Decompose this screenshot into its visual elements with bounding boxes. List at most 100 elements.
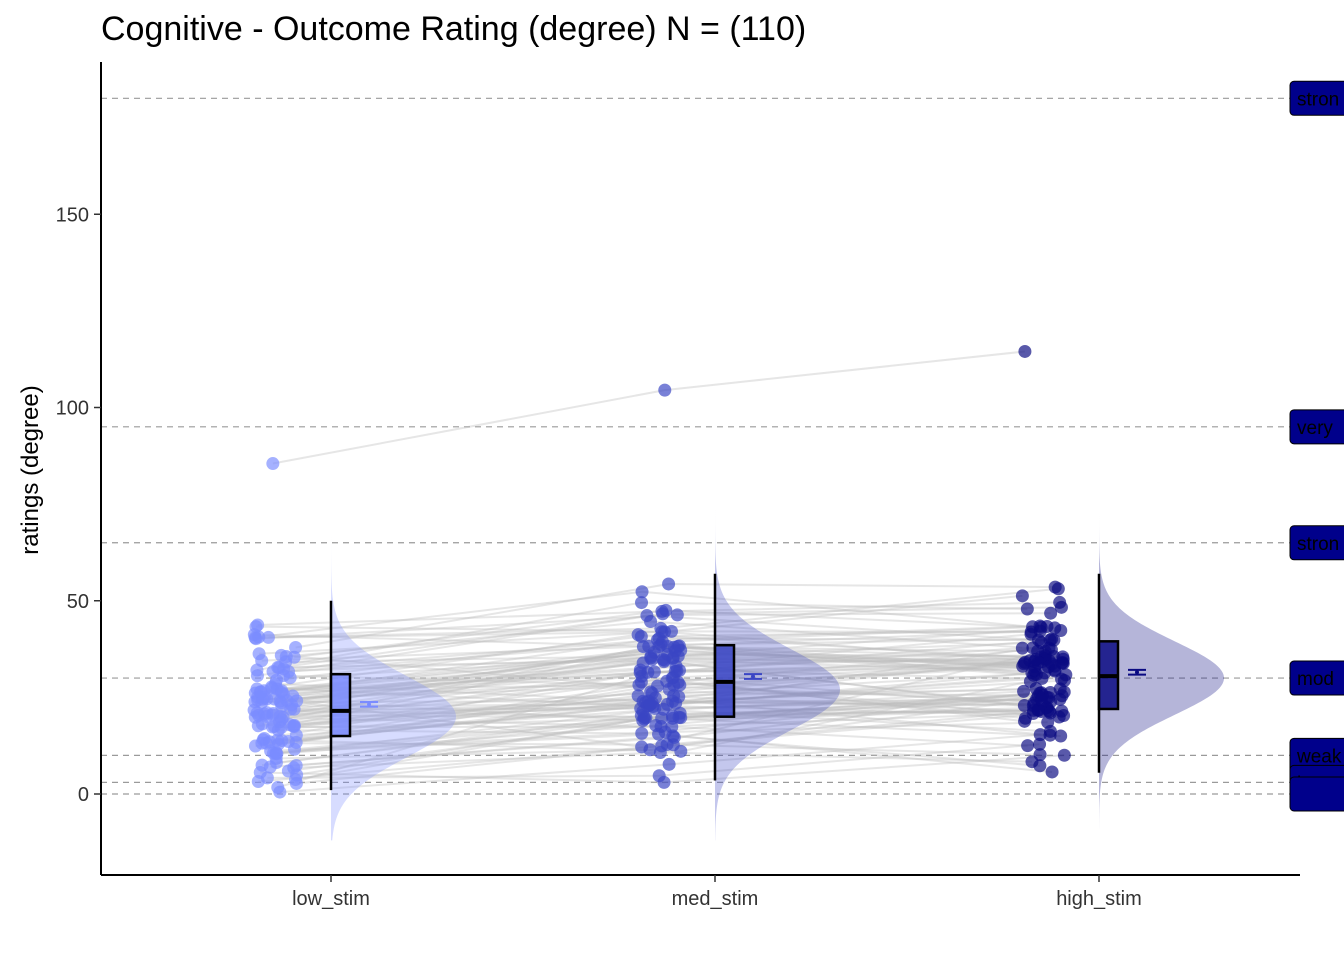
- y-tick-label: 0: [78, 784, 89, 806]
- data-point-high_stim: [1015, 589, 1029, 603]
- data-point-low_stim: [271, 660, 285, 674]
- data-point-low_stim: [275, 733, 289, 747]
- data-point-med_stim: [635, 585, 649, 599]
- reference-label: stron: [1297, 534, 1339, 555]
- density-med_stim: [715, 334, 840, 841]
- density-high_stim: [1099, 299, 1224, 829]
- reference-label: stron: [1297, 89, 1339, 110]
- data-point-med_stim: [635, 726, 649, 740]
- data-point-med_stim: [660, 674, 674, 688]
- data-point-low_stim: [269, 745, 283, 759]
- data-point-high_stim: [1042, 641, 1056, 655]
- mean-point: [751, 674, 755, 679]
- reference-label-box: [1289, 660, 1344, 696]
- density-low_stim: [331, 419, 456, 841]
- data-point-high_stim: [1043, 654, 1057, 668]
- y-tick-label: 150: [56, 204, 89, 226]
- data-point-med_stim: [662, 577, 676, 591]
- data-point-high_stim: [1033, 728, 1047, 742]
- data-point-med_stim: [637, 710, 651, 724]
- data-point-low_stim: [266, 457, 280, 471]
- reference-label-box: [1289, 80, 1344, 116]
- data-point-high_stim: [1048, 621, 1062, 635]
- data-point-high_stim: [1038, 666, 1052, 680]
- data-point-high_stim: [1056, 650, 1070, 664]
- density-clouds: [331, 299, 1224, 841]
- data-point-low_stim: [257, 731, 271, 745]
- data-point-med_stim: [653, 746, 667, 760]
- data-point-high_stim: [1017, 657, 1031, 671]
- box-body: [329, 672, 352, 738]
- axes: 0 50 100 150 low_stim med_stim high_stim: [56, 62, 1300, 910]
- data-point-med_stim: [645, 686, 659, 700]
- data-point-med_stim: [674, 744, 688, 758]
- data-point-med_stim: [652, 727, 666, 741]
- data-point-med_stim: [635, 596, 649, 610]
- data-point-high_stim: [1018, 344, 1032, 358]
- mean-point: [1135, 670, 1139, 675]
- reference-label-box: [1289, 776, 1344, 812]
- data-point-high_stim: [1033, 759, 1047, 773]
- data-point-high_stim: [1054, 729, 1068, 743]
- data-point-low_stim: [260, 771, 274, 785]
- data-point-low_stim: [261, 630, 275, 644]
- data-point-med_stim: [670, 664, 684, 678]
- data-point-high_stim: [1045, 765, 1059, 779]
- data-point-med_stim: [644, 614, 658, 628]
- data-point-high_stim: [1044, 606, 1058, 620]
- reference-label: very: [1297, 418, 1333, 439]
- data-point-med_stim: [656, 702, 670, 716]
- data-point-low_stim: [248, 739, 262, 753]
- data-point-high_stim: [1027, 703, 1041, 717]
- data-point-high_stim: [1027, 668, 1041, 682]
- data-point-med_stim: [652, 769, 666, 783]
- y-axis-title: ratings (degree): [17, 385, 44, 554]
- reference-label-box: [1289, 525, 1344, 561]
- data-point-med_stim: [674, 643, 688, 657]
- data-point-low_stim: [275, 684, 289, 698]
- data-point-low_stim: [247, 628, 261, 642]
- data-point-med_stim: [665, 709, 679, 723]
- subject-line: [272, 350, 1026, 465]
- data-point-med_stim: [642, 639, 656, 653]
- data-point-med_stim: [667, 689, 681, 703]
- data-point-high_stim: [1043, 724, 1057, 738]
- data-point-high_stim: [1033, 624, 1047, 638]
- x-tick-label: high_stim: [1056, 888, 1142, 910]
- data-point-high_stim: [1018, 711, 1032, 725]
- data-point-high_stim: [1015, 641, 1029, 655]
- data-point-high_stim: [1057, 674, 1071, 688]
- data-point-low_stim: [287, 702, 301, 716]
- data-point-med_stim: [631, 689, 645, 703]
- data-point-low_stim: [288, 742, 302, 756]
- data-point-low_stim: [258, 707, 272, 721]
- mean-point: [367, 702, 371, 707]
- x-tick-label: low_stim: [292, 888, 370, 910]
- data-point-low_stim: [274, 696, 288, 710]
- data-point-med_stim: [665, 720, 679, 734]
- data-point-high_stim: [1029, 652, 1043, 666]
- chart-title: Cognitive - Outcome Rating (degree) N = …: [101, 10, 806, 48]
- data-point-high_stim: [1021, 739, 1035, 753]
- data-point-low_stim: [250, 663, 264, 677]
- data-point-med_stim: [645, 652, 659, 666]
- x-tick-label: med_stim: [672, 888, 759, 910]
- data-point-med_stim: [643, 697, 657, 711]
- data-point-low_stim: [289, 640, 303, 654]
- reference-labels: stronverystronmodweakbare: [1289, 80, 1344, 812]
- data-point-med_stim: [655, 625, 669, 639]
- data-point-low_stim: [287, 718, 301, 732]
- data-point-low_stim: [289, 758, 303, 772]
- data-point-low_stim: [253, 685, 267, 699]
- data-point-low_stim: [266, 720, 280, 734]
- y-tick-label: 100: [56, 398, 89, 420]
- data-point-low_stim: [269, 756, 283, 770]
- data-point-high_stim: [1040, 690, 1054, 704]
- data-point-med_stim: [635, 740, 649, 754]
- data-point-low_stim: [271, 780, 285, 794]
- data-point-high_stim: [1033, 737, 1047, 751]
- data-point-high_stim: [1020, 602, 1034, 616]
- reference-label-box: [1289, 409, 1344, 445]
- data-point-high_stim: [1055, 689, 1069, 703]
